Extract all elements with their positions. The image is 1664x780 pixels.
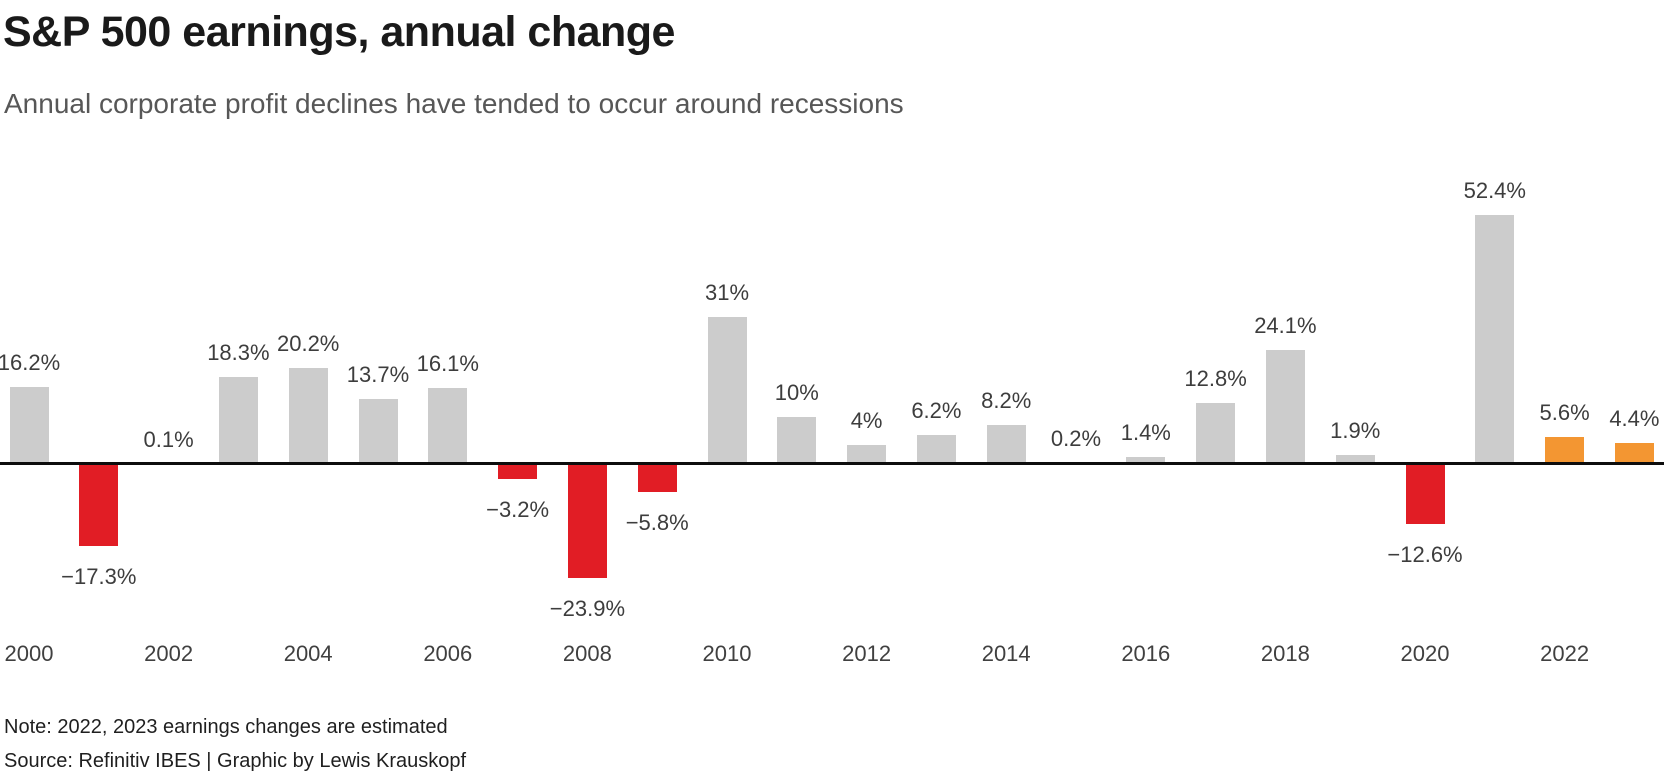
- x-tick-2010: 2010: [702, 641, 752, 666]
- value-label-2022: 5.6%: [1539, 400, 1590, 426]
- bar-2011: [777, 416, 817, 464]
- value-label-2021: 52.4%: [1463, 178, 1526, 204]
- value-label-2004: 20.2%: [276, 331, 340, 357]
- value-label-2002: 0.1%: [143, 426, 194, 452]
- bar-2013: [916, 434, 956, 464]
- value-label-2003: 18.3%: [207, 340, 270, 366]
- x-tick-2000: 2000: [4, 641, 54, 666]
- bar-2017: [1196, 403, 1236, 464]
- value-label-2020: −12.6%: [1387, 541, 1463, 567]
- value-label-2006: 16.1%: [416, 350, 479, 376]
- bar-2003: [218, 377, 258, 464]
- value-label-2008: −23.9%: [549, 595, 626, 621]
- value-label-2010: 31%: [704, 279, 750, 305]
- bar-2005: [358, 398, 398, 464]
- bar-2010: [707, 316, 747, 464]
- bar-2012: [847, 445, 887, 464]
- bar-2018: [1265, 349, 1305, 464]
- page-title: S&P 500 earnings, annual change: [3, 8, 675, 56]
- value-label-2015: 0.2%: [1050, 426, 1102, 452]
- bar-2000: [9, 387, 49, 464]
- bar-2022: [1545, 437, 1585, 464]
- x-tick-2022: 2022: [1540, 641, 1590, 666]
- x-tick-2008: 2008: [562, 641, 612, 666]
- x-tick-2016: 2016: [1121, 641, 1171, 666]
- x-tick-2020: 2020: [1400, 641, 1450, 666]
- value-label-2014: 8.2%: [981, 388, 1032, 414]
- zero-axis-line: [0, 462, 1664, 465]
- bar-2020: [1405, 464, 1445, 524]
- x-tick-2004: 2004: [283, 641, 333, 666]
- footer-note: Note: 2022, 2023 earnings changes are es…: [4, 716, 448, 738]
- bar-2019: [1335, 454, 1375, 464]
- bar-2006: [428, 387, 468, 464]
- value-label-2019: 1.9%: [1330, 417, 1381, 443]
- value-label-2018: 24.1%: [1254, 312, 1317, 338]
- page-subtitle: Annual corporate profit declines have te…: [4, 88, 904, 119]
- bar-2014: [986, 425, 1026, 464]
- value-label-2011: 10%: [774, 379, 819, 405]
- bar-2023: [1614, 443, 1654, 464]
- x-tick-2006: 2006: [423, 641, 473, 666]
- value-label-2009: −5.8%: [625, 509, 689, 535]
- value-label-2017: 12.8%: [1184, 366, 1247, 392]
- value-label-2000: 16.2%: [0, 350, 61, 376]
- bar-2001: [79, 464, 119, 547]
- bar-2008: [567, 464, 607, 578]
- bar-2021: [1475, 215, 1515, 464]
- x-tick-2018: 2018: [1260, 641, 1310, 666]
- bar-2016: [1126, 457, 1166, 464]
- bar-2009: [637, 464, 677, 492]
- value-label-2012: 4%: [850, 408, 883, 433]
- x-tick-2014: 2014: [981, 641, 1031, 666]
- value-label-2023: 4.4%: [1609, 406, 1660, 432]
- value-label-2016: 1.4%: [1120, 420, 1171, 446]
- value-label-2013: 6.2%: [911, 397, 962, 423]
- x-tick-2002: 2002: [144, 641, 194, 666]
- bar-2004: [288, 368, 328, 464]
- value-label-2005: 13.7%: [346, 361, 410, 387]
- bar-2007: [498, 464, 538, 480]
- footer-source: Source: Refinitiv IBES | Graphic by Lewi…: [4, 750, 467, 772]
- value-label-2001: −17.3%: [61, 564, 137, 590]
- value-label-2007: −3.2%: [486, 497, 550, 523]
- x-tick-2012: 2012: [842, 641, 892, 666]
